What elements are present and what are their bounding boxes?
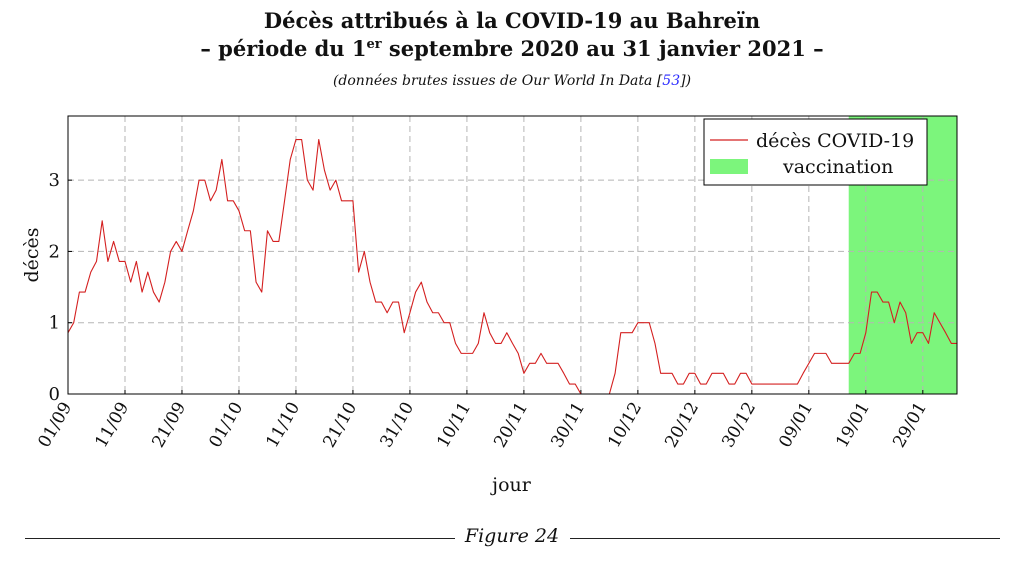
- chart-title-line1: Décès attribués à la COVID-19 au Bahreïn: [263, 8, 761, 33]
- figure-caption-text: Figure 24: [454, 525, 570, 547]
- x-tick-label: 20/12: [661, 399, 703, 451]
- x-tick-label: 30/12: [718, 399, 760, 451]
- title-line2-superscript: er: [366, 37, 382, 52]
- figure-caption: Figure 24: [0, 525, 1024, 547]
- series-line-deces: [67, 138, 957, 395]
- title-line2-suffix: septembre 2020 au 31 janvier 2021 –: [381, 36, 824, 61]
- chart-subtitle: (données brutes issues de Our World In D…: [0, 73, 1024, 89]
- x-tick-label: 30/11: [547, 399, 589, 451]
- legend-label-deces: décès COVID-19: [756, 130, 914, 152]
- x-tick-label: 11/09: [91, 399, 133, 451]
- subtitle-prefix: (données brutes issues de Our World In D…: [332, 73, 663, 89]
- x-tick-label: 10/12: [604, 399, 646, 451]
- x-tick-label: 19/01: [832, 399, 874, 451]
- caption-rule-right: [570, 538, 1000, 539]
- legend-label-vaccination: vaccination: [782, 156, 893, 178]
- x-tick-label: 20/11: [490, 399, 532, 451]
- x-tick-label: 29/01: [889, 399, 931, 451]
- x-tick-label: 09/01: [775, 399, 817, 451]
- x-axis-label: jour: [490, 474, 532, 496]
- title-line2-prefix: – période du 1: [200, 36, 367, 61]
- y-tick-label: 3: [49, 170, 60, 191]
- legend-fill-swatch: [710, 159, 748, 174]
- x-tick-label: 11/10: [262, 399, 304, 451]
- x-tick-label: 31/10: [376, 399, 418, 451]
- plot-frame: [67, 115, 958, 395]
- y-axis-label: décès: [21, 227, 43, 282]
- x-tick-label: 01/10: [205, 399, 247, 451]
- x-tick-label: 01/09: [34, 399, 76, 451]
- x-tick-label: 10/11: [433, 399, 475, 451]
- x-tick-label: 21/10: [319, 399, 361, 451]
- y-tick-label: 0: [49, 384, 60, 405]
- chart-title-line2: – période du 1er septembre 2020 au 31 ja…: [0, 36, 1024, 61]
- caption-rule-left: [25, 538, 455, 539]
- subtitle-suffix: ]): [680, 73, 692, 89]
- y-tick-label: 1: [49, 313, 60, 334]
- y-tick-label: 2: [49, 241, 60, 262]
- x-tick-label: 21/09: [148, 399, 190, 451]
- subtitle-reference-link[interactable]: 53: [662, 73, 681, 89]
